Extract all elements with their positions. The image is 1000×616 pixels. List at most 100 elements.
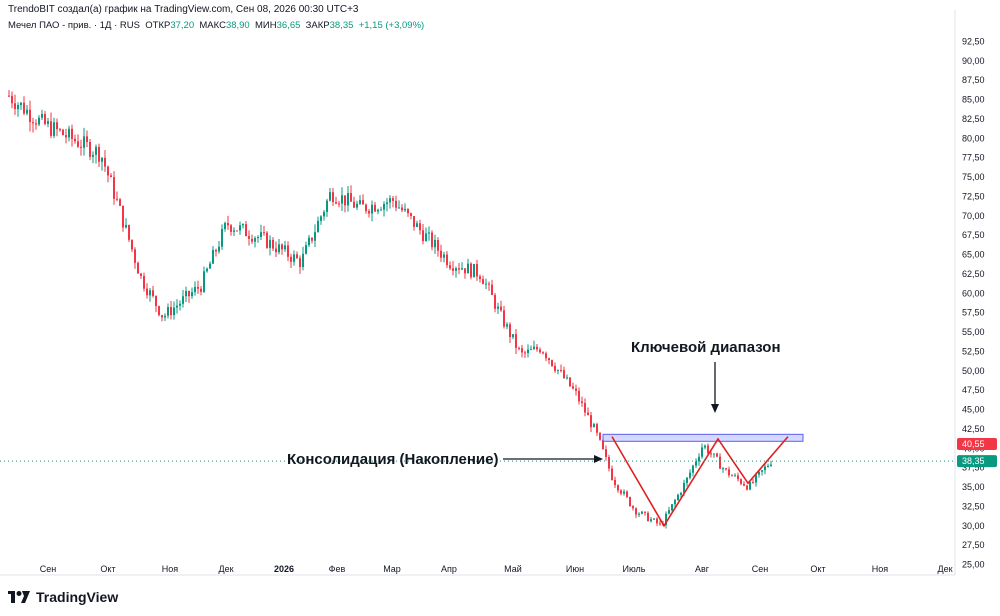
- candle: [482, 275, 484, 285]
- candle: [734, 473, 736, 477]
- candle: [575, 384, 577, 396]
- candle: [590, 411, 592, 433]
- candle: [518, 346, 520, 351]
- candle: [155, 295, 157, 313]
- candle: [242, 223, 244, 229]
- candle: [497, 302, 499, 314]
- candle: [494, 292, 496, 313]
- candle: [11, 91, 13, 109]
- time-axis[interactable]: Сен Окт Ноя Дек 2026 Фев Мар Апр Май Июн Июль Авг Се…: [40, 564, 953, 574]
- candle: [257, 235, 259, 243]
- time-tick-label: Дек: [218, 564, 233, 574]
- candle: [50, 112, 52, 139]
- candle: [344, 195, 346, 213]
- key-range-arrow-head: [711, 404, 719, 413]
- candle: [395, 195, 397, 212]
- tradingview-logo[interactable]: TradingView: [8, 589, 118, 605]
- candle: [383, 201, 385, 217]
- high-value: 38,90: [225, 20, 250, 31]
- candle: [62, 128, 64, 136]
- candle: [77, 134, 79, 148]
- candle: [677, 493, 679, 501]
- candle: [287, 241, 289, 262]
- candle: [638, 512, 640, 517]
- price-tick-label: 35,00: [962, 482, 985, 492]
- candle: [116, 191, 118, 202]
- candle: [350, 185, 352, 202]
- candle: [200, 286, 202, 296]
- candle: [131, 239, 133, 253]
- open-label: ОТКР: [145, 20, 171, 31]
- price-tick-label: 92,50: [962, 36, 985, 46]
- price-tick-label: 77,50: [962, 153, 985, 163]
- candle: [254, 236, 256, 248]
- candle: [446, 251, 448, 269]
- candle: [407, 208, 409, 217]
- candle: [260, 224, 262, 240]
- candle: [449, 261, 451, 271]
- candle: [767, 463, 769, 468]
- candle: [101, 157, 103, 171]
- candle: [467, 258, 469, 274]
- high-label: МАКС: [199, 20, 226, 31]
- low-value: 36,65: [276, 20, 301, 31]
- price-tick-label: 52,50: [962, 346, 985, 356]
- candle: [599, 432, 601, 441]
- candle: [326, 198, 328, 217]
- consolidation-arrow-head: [594, 455, 603, 463]
- price-tick-label: 47,50: [962, 385, 985, 395]
- candle: [404, 203, 406, 212]
- time-tick-label: Май: [504, 564, 522, 574]
- candle: [419, 219, 421, 235]
- candle: [752, 479, 754, 484]
- candle: [737, 472, 739, 482]
- candle: [386, 198, 388, 212]
- candle: [89, 139, 91, 161]
- price-tick-label: 67,50: [962, 230, 985, 240]
- candle: [158, 305, 160, 317]
- candle: [140, 272, 142, 279]
- candle: [377, 208, 379, 215]
- candle: [659, 520, 661, 526]
- candle: [578, 387, 580, 405]
- price-tick-label: 37,50: [962, 463, 985, 473]
- candle: [617, 484, 619, 493]
- close-label: ЗАКР: [305, 20, 330, 31]
- key-range-zone[interactable]: [602, 433, 804, 442]
- candle: [461, 262, 463, 271]
- candle: [281, 243, 283, 255]
- candle: [284, 240, 286, 252]
- candle: [41, 109, 43, 121]
- candle: [263, 225, 265, 236]
- time-tick-label: Сен: [40, 564, 57, 574]
- candle: [251, 234, 253, 244]
- candle: [182, 289, 184, 308]
- candle: [488, 281, 490, 291]
- price-tick-label: 72,50: [962, 191, 985, 201]
- candle: [173, 301, 175, 320]
- candle: [635, 507, 637, 519]
- candle: [332, 188, 334, 206]
- candle: [167, 303, 169, 319]
- candle: [374, 201, 376, 213]
- candle: [278, 238, 280, 255]
- candle: [701, 443, 703, 459]
- price-axis[interactable]: 25,0027,5030,0032,5035,0037,5040,0042,50…: [962, 36, 985, 569]
- candle: [428, 226, 430, 241]
- candle: [137, 261, 139, 274]
- candle: [605, 445, 607, 461]
- candle: [668, 506, 670, 515]
- candle: [197, 280, 199, 294]
- candle: [368, 208, 370, 218]
- candle: [80, 139, 82, 156]
- candle: [410, 212, 412, 220]
- candle: [44, 110, 46, 126]
- price-tick-label: 82,50: [962, 114, 985, 124]
- pattern-line[interactable]: [611, 436, 789, 528]
- candle: [647, 511, 649, 522]
- price-tick-label: 45,00: [962, 405, 985, 415]
- candle: [8, 90, 10, 97]
- candle: [290, 253, 292, 269]
- candle: [389, 195, 391, 209]
